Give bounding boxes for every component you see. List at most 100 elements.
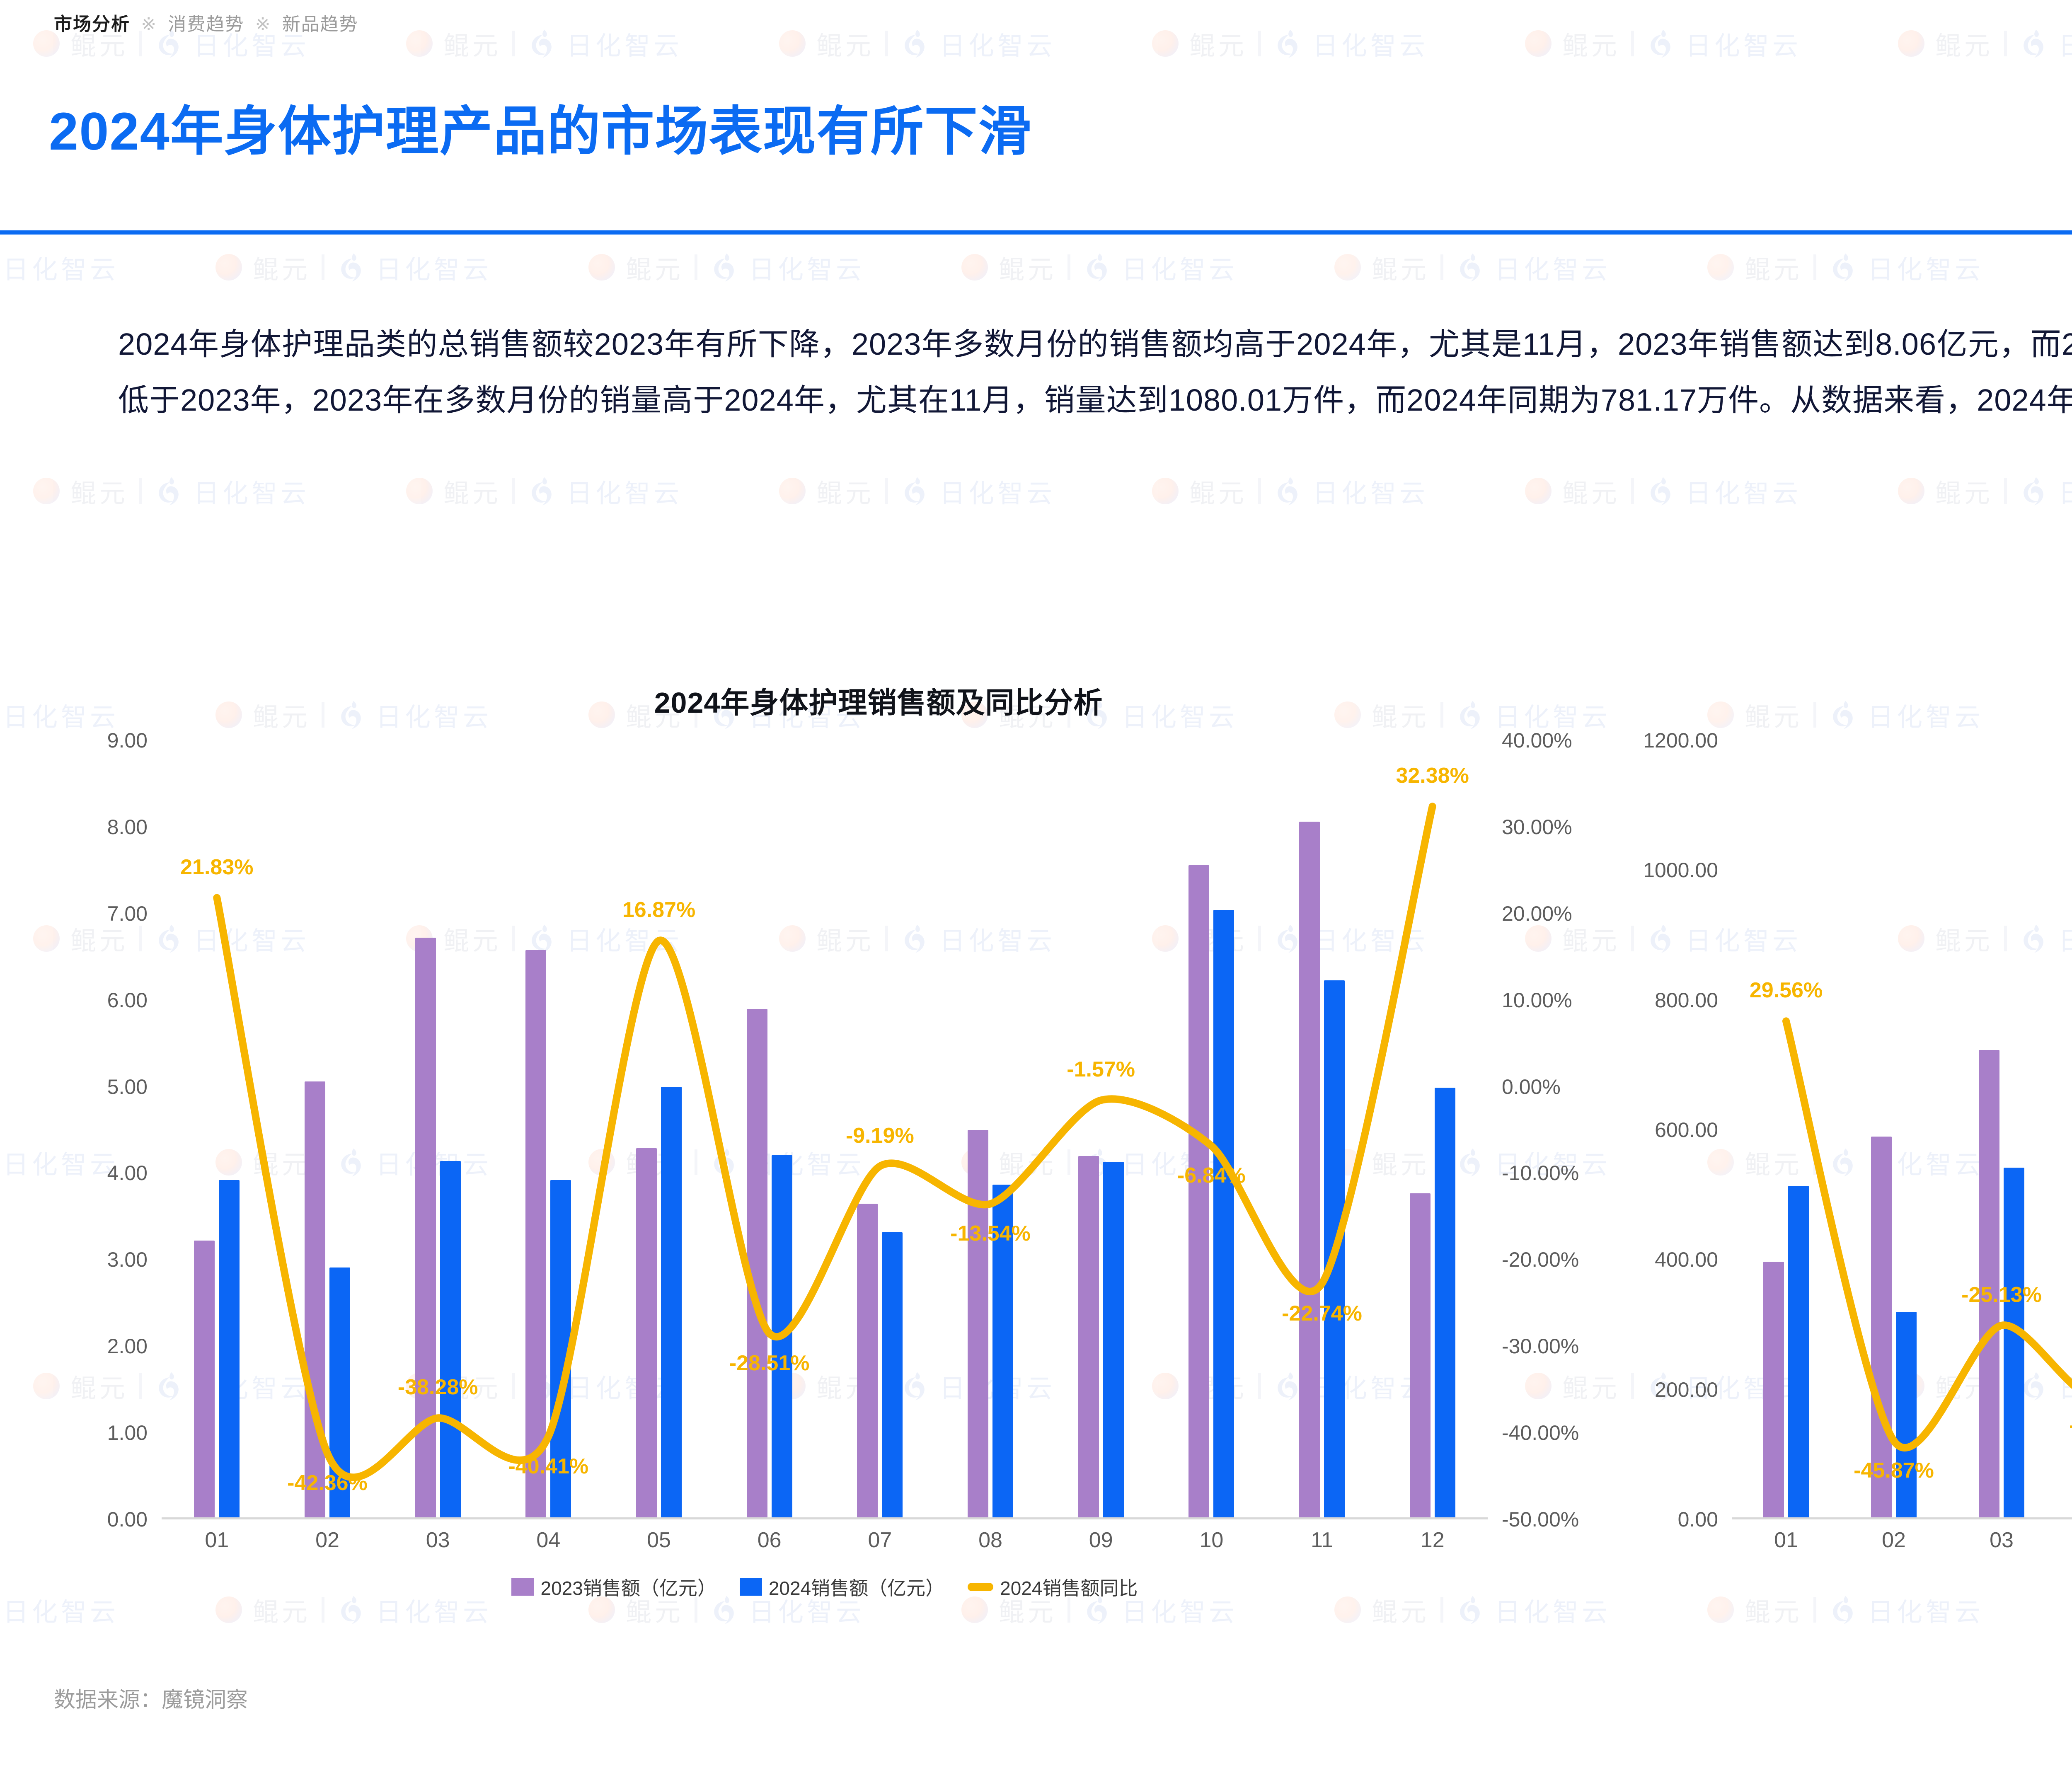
watermark-item: 鲲元日化智云 bbox=[1334, 249, 1611, 286]
y-tick-left: 4.00 bbox=[107, 1161, 148, 1185]
bar-2024 bbox=[1788, 1185, 1809, 1519]
bar-2024 bbox=[1103, 1162, 1124, 1519]
bar-2023 bbox=[525, 950, 547, 1519]
y-tick-right: -30.00% bbox=[1502, 1335, 1579, 1358]
chart-legend: 2023销售额（亿元） 2024销售额（亿元） 2024销售额同比 bbox=[37, 1573, 1612, 1601]
bar-group bbox=[1377, 740, 1488, 1519]
bar-2024 bbox=[882, 1232, 903, 1519]
bar-2023 bbox=[1299, 822, 1320, 1519]
yoy-data-label: 29.56% bbox=[1749, 978, 1823, 1003]
watermark-item: 鲲元日化智云 bbox=[1707, 249, 1984, 286]
header-divider bbox=[0, 230, 2072, 235]
y-tick-left: 9.00 bbox=[107, 729, 148, 752]
breadcrumb: 市场分析 ※ 消费趋势 ※ 新品趋势 bbox=[54, 9, 358, 36]
y-tick-right: 10.00% bbox=[1502, 988, 1572, 1012]
summary-paragraph: 2024年身体护理品类的总销售额较2023年有所下降，2023年多数月份的销售额… bbox=[118, 327, 2072, 417]
yoy-data-label: 16.87% bbox=[622, 898, 696, 922]
bar-2023 bbox=[1078, 1156, 1099, 1519]
x-tick-label: 08 bbox=[978, 1528, 1002, 1552]
legend-swatch bbox=[968, 1583, 994, 1591]
bar-2023 bbox=[968, 1130, 989, 1519]
legend-item[interactable]: 2023销售额（亿元） bbox=[511, 1573, 716, 1601]
x-tick-label: 02 bbox=[1882, 1528, 1906, 1552]
y-tick-left: 0.00 bbox=[107, 1508, 148, 1531]
page-title: 2024年身体护理产品的市场表现有所下滑 bbox=[49, 102, 1032, 161]
y-tick-left: 600.00 bbox=[1655, 1118, 1718, 1142]
y-tick-left: 5.00 bbox=[107, 1075, 148, 1098]
yoy-data-label: -9.19% bbox=[845, 1123, 914, 1148]
data-source-note: 数据来源：魔镜洞察 bbox=[54, 1688, 248, 1712]
legend-swatch bbox=[511, 1578, 534, 1596]
bar-series bbox=[1732, 740, 2072, 1519]
y-axis-right: -50.00% -40.00% -30.00% -20.00% -10.00% 0.00%… bbox=[1492, 729, 1612, 1531]
bar-2023 bbox=[1763, 1262, 1784, 1519]
chart-sales-amount: 2024年身体护理销售额及同比分析 0.00 1.00 2.00 3.00 4.00 5.… bbox=[37, 680, 1612, 1695]
bar-group bbox=[1948, 740, 2055, 1519]
legend-item[interactable]: 2024销售额（亿元） bbox=[739, 1573, 944, 1601]
chart-title: 2024年身体护理销量及同比分析 bbox=[1608, 680, 2072, 721]
yoy-data-label: -25.13% bbox=[1961, 1282, 2042, 1307]
x-tick-label: 12 bbox=[1420, 1528, 1445, 1552]
x-tick-label: 10 bbox=[1199, 1528, 1224, 1552]
bar-group bbox=[162, 740, 272, 1519]
tab-new-product-trend[interactable]: 新品趋势 bbox=[282, 14, 358, 34]
yoy-data-label: -45.87% bbox=[1854, 1459, 1934, 1483]
bar-2023 bbox=[1871, 1136, 1892, 1519]
y-tick-right: -20.00% bbox=[1502, 1248, 1579, 1272]
yoy-data-label: -38.28% bbox=[397, 1375, 478, 1400]
bar-2023 bbox=[636, 1148, 657, 1519]
x-tick-label: 06 bbox=[757, 1528, 782, 1552]
watermark-item: 鲲元日化智云 bbox=[1525, 472, 1801, 510]
x-tick-label: 04 bbox=[2055, 1528, 2072, 1553]
bar-group bbox=[825, 740, 935, 1519]
y-tick-right: 30.00% bbox=[1502, 815, 1572, 839]
bar-group bbox=[493, 740, 604, 1519]
y-tick-left: 400.00 bbox=[1655, 1248, 1718, 1272]
bar-group bbox=[714, 740, 825, 1519]
bar-2024 bbox=[1213, 910, 1234, 1519]
yoy-data-label: -1.57% bbox=[1067, 1057, 1135, 1082]
y-tick-left: 8.00 bbox=[107, 815, 148, 839]
plot-area: 0.00 1.00 2.00 3.00 4.00 5.00 6.00 7.00 8.00 9.00… bbox=[37, 729, 1612, 1599]
bar-group bbox=[604, 740, 714, 1519]
x-tick-label: 05 bbox=[647, 1528, 671, 1552]
y-tick-right: -50.00% bbox=[1502, 1508, 1579, 1531]
x-tick-label: 01 bbox=[1774, 1528, 1798, 1552]
tab-separator-icon: ※ bbox=[255, 14, 271, 34]
legend-item[interactable]: 2024销售额同比 bbox=[968, 1573, 1138, 1601]
bar-group bbox=[1046, 740, 1156, 1519]
bar-2024 bbox=[992, 1184, 1014, 1519]
grid-area bbox=[1732, 740, 2072, 1519]
watermark-item: 鲲元日化智云 bbox=[215, 249, 492, 286]
bar-2023 bbox=[746, 1009, 767, 1519]
y-axis-left: 0.00 1.00 2.00 3.00 4.00 5.00 6.00 7.00 8.00 9.00 bbox=[37, 729, 157, 1531]
y-tick-left: 800.00 bbox=[1655, 988, 1718, 1012]
legend-swatch bbox=[739, 1578, 762, 1596]
bar-group bbox=[1156, 740, 1267, 1519]
x-tick-label: 03 bbox=[1990, 1528, 2014, 1552]
yoy-line-series bbox=[1782, 1017, 2072, 1451]
bar-2024 bbox=[219, 1180, 240, 1519]
watermark-item: 鲲元日化智云 bbox=[779, 25, 1055, 62]
bar-group bbox=[1732, 740, 1840, 1519]
tab-market-analysis[interactable]: 市场分析 bbox=[54, 14, 130, 34]
watermark-item: 鲲元日化智云 bbox=[588, 249, 865, 286]
yoy-data-label: -40.41% bbox=[508, 1454, 589, 1478]
tab-consumption-trend[interactable]: 消费趋势 bbox=[168, 14, 244, 34]
watermark-item: 鲲元日化智云 bbox=[1152, 25, 1428, 62]
x-axis-line bbox=[1732, 1517, 2072, 1519]
x-tick-label: 04 bbox=[536, 1528, 561, 1552]
yoy-data-label: -28.51% bbox=[729, 1351, 810, 1376]
yoy-data-label: -13.54% bbox=[950, 1222, 1031, 1246]
yoy-data-label: -37.76% bbox=[2069, 1413, 2072, 1438]
plot-area: 0.00 200.00 400.00 600.00 800.00 1000.00 1200.… bbox=[1608, 729, 2072, 1552]
bar-2023 bbox=[1979, 1050, 1999, 1519]
yoy-data-label: -6.84% bbox=[1177, 1164, 1246, 1188]
x-axis-line bbox=[162, 1517, 1488, 1519]
bar-2024 bbox=[440, 1161, 461, 1519]
watermark-item: 鲲元日化智云 bbox=[1152, 472, 1428, 510]
y-tick-left: 7.00 bbox=[107, 902, 148, 925]
